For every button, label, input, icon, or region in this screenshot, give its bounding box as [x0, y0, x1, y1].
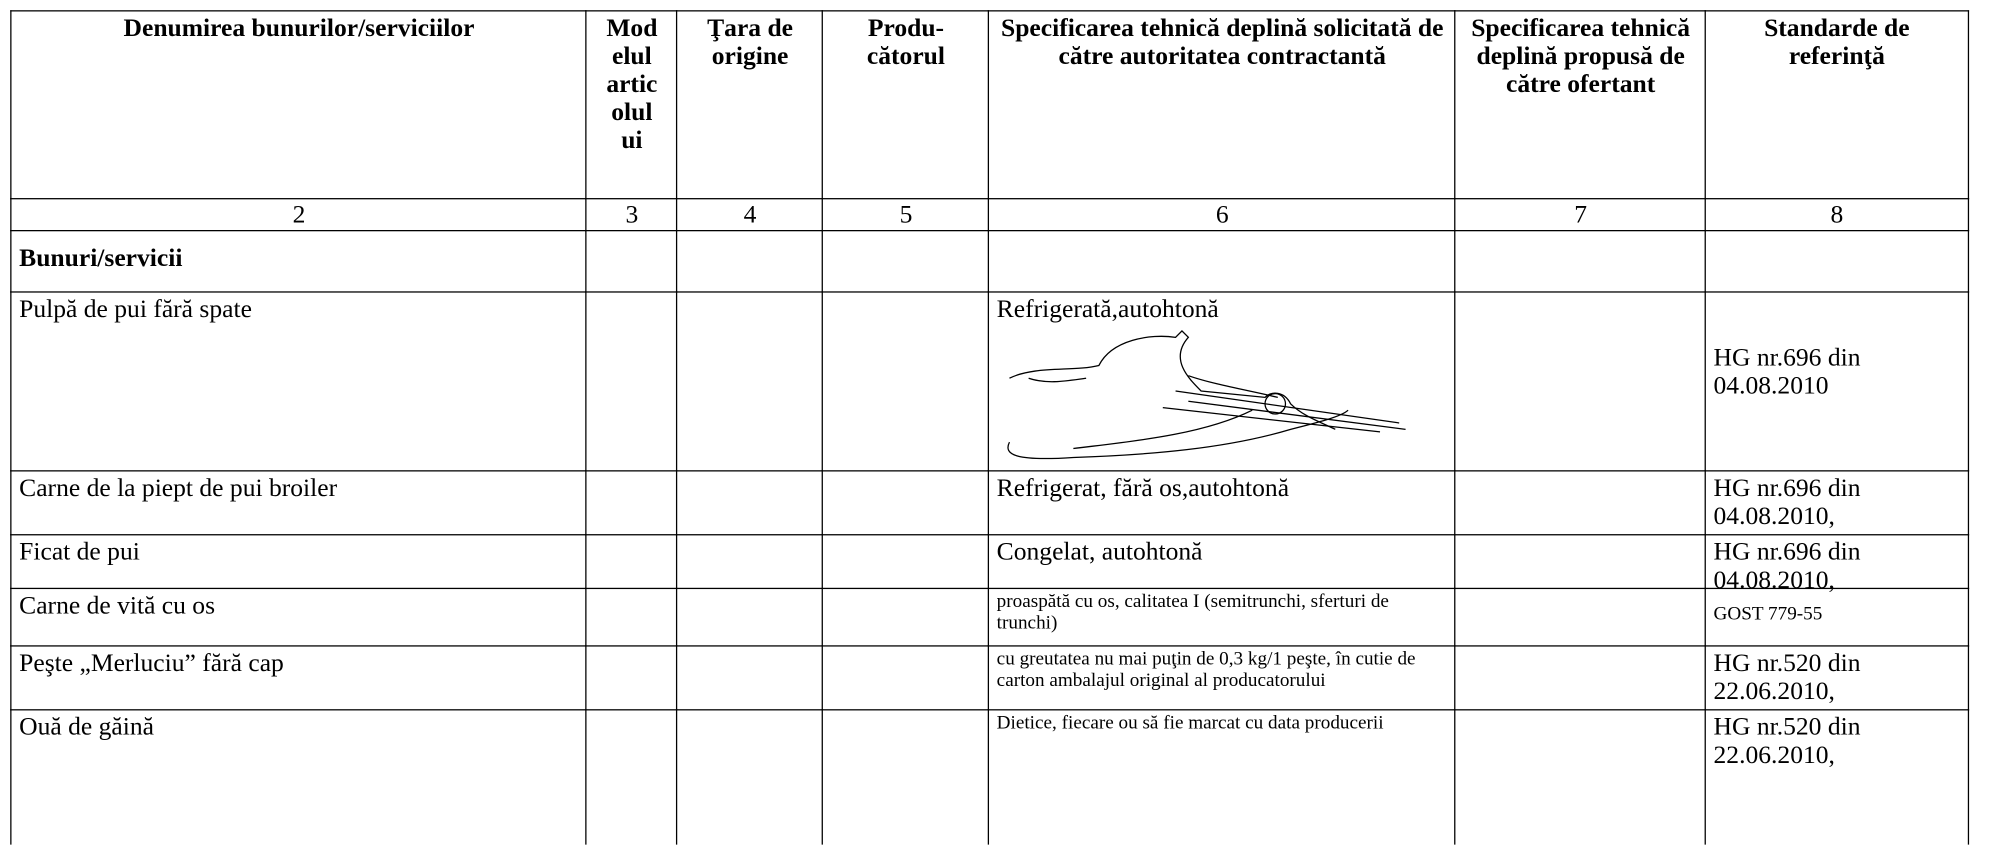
empty-cell	[585, 587, 678, 647]
empty-cell	[1454, 230, 1706, 293]
empty-cell	[675, 587, 823, 647]
header-cell: Specificarea tehnică deplină propusă de …	[1454, 10, 1706, 200]
standard: HG nr.696 din 04.08.2010,	[1704, 534, 1970, 594]
empty-cell	[585, 534, 678, 590]
column-number: 3	[585, 198, 678, 232]
empty-cell	[987, 230, 1456, 293]
empty-cell	[821, 230, 990, 293]
empty-cell	[1454, 534, 1706, 590]
header-cell: Denumirea bunurilor/serviciilor	[10, 10, 587, 200]
header-cell: Ţara de origine	[675, 10, 823, 200]
empty-cell	[585, 645, 678, 711]
header-cell: Mod elul artic olul ui	[585, 10, 678, 200]
item-name: Ouă de găină	[10, 709, 587, 845]
empty-cell	[675, 709, 823, 845]
empty-cell	[585, 470, 678, 536]
empty-cell	[821, 291, 990, 472]
empty-cell	[1454, 709, 1706, 845]
header-cell: Produ-cătorul	[821, 10, 990, 200]
empty-cell	[675, 645, 823, 711]
specification: Congelat, autohtonă	[987, 534, 1456, 590]
empty-cell	[1454, 587, 1706, 647]
column-number: 5	[821, 198, 990, 232]
specification: cu greutatea nu mai puţin de 0,3 kg/1 pe…	[987, 645, 1456, 711]
empty-cell	[821, 587, 990, 647]
specification: Refrigerată,autohtonă	[987, 291, 1456, 472]
item-name: Pulpă de pui fără spate	[10, 291, 587, 472]
standard: HG nr.520 din 22.06.2010,	[1704, 709, 1970, 845]
empty-cell	[675, 470, 823, 536]
standard: HG nr.696 din 04.08.2010,	[1704, 470, 1970, 536]
item-name: Ficat de pui	[10, 534, 587, 590]
specification: Refrigerat, fără os,autohtonă	[987, 470, 1456, 536]
empty-cell	[821, 709, 990, 845]
empty-cell	[1704, 230, 1970, 293]
column-number: 6	[987, 198, 1456, 232]
column-number: 2	[10, 198, 587, 232]
chicken-leg-sketch	[1007, 330, 1406, 460]
empty-cell	[821, 645, 990, 711]
header-cell: Specificarea tehnică deplină solicitată …	[987, 10, 1456, 200]
empty-cell	[585, 230, 678, 293]
column-number: 8	[1704, 198, 1970, 232]
item-name: Peşte „Merluciu” fără cap	[10, 645, 587, 711]
standard: GOST 779-55	[1704, 587, 1970, 647]
empty-cell	[821, 470, 990, 536]
empty-cell	[585, 291, 678, 472]
column-number: 7	[1454, 198, 1706, 232]
empty-cell	[675, 534, 823, 590]
empty-cell	[675, 230, 823, 293]
item-name: Carne de vită cu os	[10, 587, 587, 647]
empty-cell	[821, 534, 990, 590]
empty-cell	[1454, 470, 1706, 536]
empty-cell	[1454, 645, 1706, 711]
specification: proaspătă cu os, calitatea I (semitrunch…	[987, 587, 1456, 647]
header-cell: Standarde de referinţă	[1704, 10, 1970, 200]
empty-cell	[675, 291, 823, 472]
standard: HG nr.696 din 04.08.2010	[1704, 291, 1970, 472]
section-heading: Bunuri/servicii	[10, 230, 587, 293]
column-number: 4	[675, 198, 823, 232]
specification: Dietice, fiecare ou să fie marcat cu dat…	[987, 709, 1456, 845]
empty-cell	[1454, 291, 1706, 472]
standard: HG nr.520 din 22.06.2010,	[1704, 645, 1970, 711]
item-name: Carne de la piept de pui broiler	[10, 470, 587, 536]
empty-cell	[585, 709, 678, 845]
